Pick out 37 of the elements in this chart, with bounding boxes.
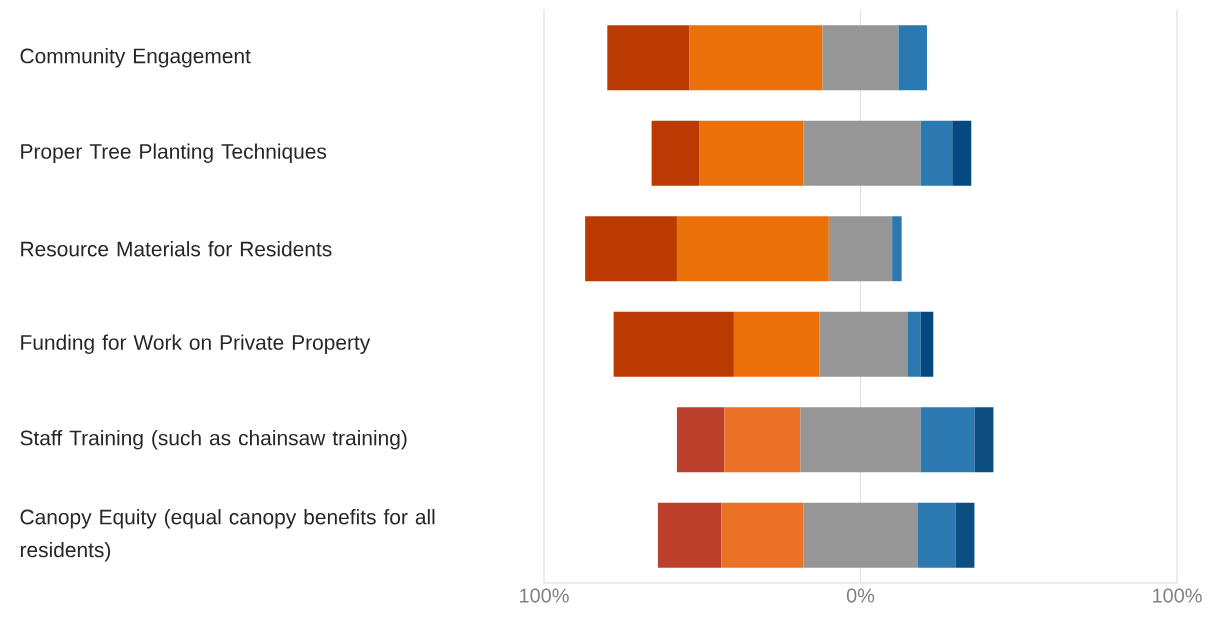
y-tick-label: Resource Materials for Residents [21, 241, 332, 257]
bar [699, 120, 804, 186]
bar [907, 311, 921, 377]
bar [892, 216, 902, 282]
y-tick-label: Funding for Work on Private Property [21, 334, 371, 355]
y-tick-label: Staff Training (such as chainsaw training) [20, 430, 407, 450]
bar [724, 407, 801, 473]
bar [585, 216, 677, 282]
x-tick-label: 100% [520, 588, 569, 603]
bar [952, 120, 972, 186]
bar [920, 120, 953, 186]
y-tick-label: Proper Tree Planting Techniques [21, 143, 327, 164]
bar [920, 311, 934, 377]
bar [689, 25, 823, 91]
bar [721, 502, 804, 568]
bar [920, 407, 975, 473]
y-tick-label: Community Engagement [20, 48, 251, 68]
bar [733, 311, 820, 377]
bar [676, 407, 725, 473]
bar [803, 120, 921, 186]
bar [800, 407, 921, 473]
bar [657, 502, 722, 568]
bar [803, 502, 918, 568]
bar [828, 216, 893, 282]
bar [613, 311, 734, 377]
bar [822, 25, 899, 91]
bar [955, 502, 975, 568]
bar [607, 25, 690, 91]
bar [898, 25, 927, 91]
x-tick-label: 0% [846, 588, 875, 603]
bar [676, 216, 829, 282]
bar [974, 407, 994, 473]
bar [651, 120, 700, 186]
x-tick-label: 100% [1153, 588, 1202, 603]
y-tick-label: Canopy Equity (equal canopy benefits for all residents) [20, 509, 435, 562]
bar [819, 311, 908, 377]
bar [917, 502, 956, 568]
